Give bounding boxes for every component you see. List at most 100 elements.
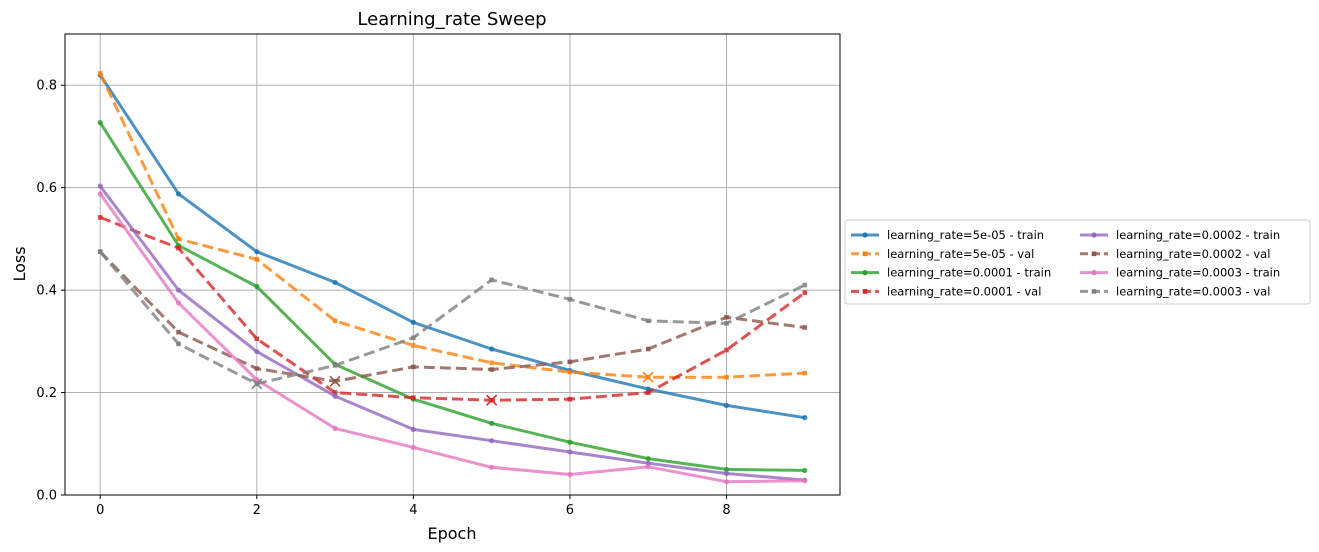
- legend-label: learning_rate=0.0001 - train: [887, 266, 1051, 280]
- data-point: [723, 470, 730, 477]
- data-point: [254, 336, 260, 342]
- data-point: [332, 425, 338, 432]
- series-layer: [97, 71, 808, 485]
- data-point: [254, 249, 260, 255]
- data-point: [175, 191, 182, 197]
- plot-frame: [64, 33, 841, 496]
- data-point: [489, 360, 494, 366]
- best-val-marker: [251, 378, 263, 390]
- series-7: [97, 191, 808, 485]
- data-point: [802, 325, 808, 330]
- data-point: [254, 377, 260, 383]
- data-point: [489, 464, 495, 470]
- data-point: [567, 297, 573, 302]
- y-tick-label: 0.6: [36, 181, 57, 196]
- series-line: [98, 72, 805, 379]
- data-point: [645, 456, 651, 462]
- data-point: [411, 335, 416, 341]
- legend-item: learning_rate=0.0003 - train: [1080, 266, 1280, 280]
- data-point: [802, 282, 808, 288]
- legend-label: learning_rate=5e-05 - train: [887, 228, 1044, 242]
- data-point: [254, 348, 260, 355]
- series-4: [97, 215, 808, 403]
- best-val-marker: [329, 375, 341, 387]
- data-point: [97, 183, 103, 189]
- legend-item: learning_rate=0.0002 - train: [1080, 228, 1280, 242]
- data-point: [176, 245, 181, 251]
- data-point: [567, 369, 573, 375]
- legend-item: learning_rate=0.0001 - train: [851, 266, 1051, 280]
- data-point: [645, 460, 651, 466]
- data-point: [411, 395, 416, 400]
- legend-item: learning_rate=0.0001 - val: [851, 284, 1041, 298]
- data-point: [332, 318, 338, 324]
- axis-ticks: 0 2 4 6 8 0.0 0.2 0.4 0.6 0.8: [36, 79, 730, 518]
- legend-box: [844, 219, 1311, 305]
- best-val-marker: [642, 371, 654, 383]
- data-point: [410, 426, 416, 433]
- data-point: [332, 279, 338, 286]
- series-5: [97, 183, 808, 483]
- legend-item: learning_rate=5e-05 - train: [851, 228, 1044, 242]
- legend-item: learning_rate=0.0003 - val: [1080, 284, 1270, 298]
- data-point: [567, 471, 573, 478]
- legend-label: learning_rate=0.0003 - val: [1116, 284, 1270, 298]
- x-tick-label: 6: [566, 503, 574, 518]
- y-tick-label: 0.2: [36, 386, 57, 401]
- data-point: [97, 215, 103, 220]
- data-point: [645, 318, 651, 324]
- best-markers: [251, 371, 654, 406]
- grid: [65, 34, 840, 496]
- data-point: [724, 321, 729, 326]
- data-point: [97, 249, 103, 254]
- data-point: [97, 191, 103, 197]
- y-tick-label: 0.8: [36, 79, 57, 94]
- data-point: [176, 236, 181, 242]
- data-point: [567, 439, 573, 445]
- series-line: [98, 121, 805, 472]
- data-point: [802, 478, 808, 484]
- data-point: [97, 120, 103, 126]
- x-axis-label: Epoch: [428, 524, 477, 543]
- series-line: [99, 250, 805, 383]
- data-point: [410, 319, 416, 325]
- data-point: [723, 402, 730, 408]
- x-tick-label: 8: [722, 503, 730, 518]
- y-tick-label: 0.4: [36, 284, 57, 299]
- data-point: [567, 396, 573, 402]
- y-axis-label: Loss: [10, 246, 29, 281]
- data-point: [97, 71, 103, 76]
- legend-item: learning_rate=5e-05 - val: [851, 247, 1034, 261]
- data-point: [410, 444, 416, 450]
- series-line: [99, 250, 806, 386]
- data-point: [802, 415, 808, 421]
- series-line: [98, 192, 805, 484]
- data-point: [645, 464, 651, 470]
- series-line: [98, 74, 806, 420]
- legend-label: learning_rate=0.0001 - val: [887, 284, 1041, 298]
- data-point: [567, 359, 573, 365]
- data-point: [332, 363, 338, 368]
- legend-label: learning_rate=0.0002 - train: [1116, 228, 1280, 242]
- chart-title: Learning_rate Sweep: [357, 9, 546, 30]
- data-point: [489, 438, 495, 444]
- legend-item: learning_rate=0.0002 - val: [1080, 247, 1270, 261]
- series-3: [97, 120, 808, 474]
- data-point: [802, 467, 808, 474]
- data-point: [724, 347, 729, 353]
- data-point: [802, 370, 808, 376]
- data-point: [645, 390, 651, 395]
- data-point: [802, 290, 808, 295]
- legend-label: learning_rate=5e-05 - val: [887, 247, 1034, 261]
- data-point: [254, 366, 260, 371]
- legend-label: learning_rate=0.0002 - val: [1116, 247, 1270, 261]
- best-val-marker: [486, 394, 498, 406]
- series-line: [99, 185, 805, 482]
- data-point: [724, 314, 729, 320]
- data-point: [567, 449, 573, 455]
- data-point: [176, 341, 181, 347]
- series-8: [97, 249, 808, 387]
- legend: learning_rate=5e-05 - train learning_rate…: [844, 219, 1311, 305]
- data-point: [411, 364, 416, 370]
